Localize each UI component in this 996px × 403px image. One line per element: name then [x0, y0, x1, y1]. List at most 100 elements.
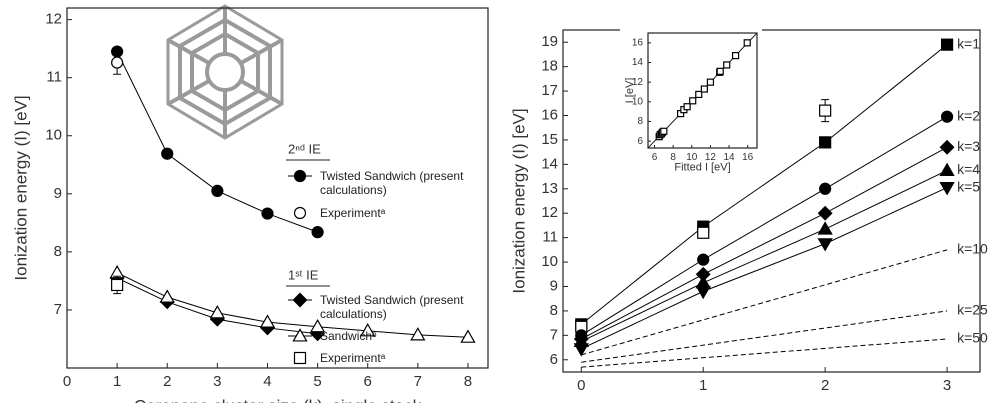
marker [819, 222, 832, 234]
y-axis-title: I [eV] [624, 78, 636, 104]
marker [690, 98, 696, 104]
page: 012345678789101112Coronene cluster size … [0, 0, 996, 403]
x-tick-label: 3 [943, 377, 951, 394]
marker [698, 227, 709, 238]
marker [819, 239, 832, 251]
marker [940, 183, 953, 195]
marker [942, 111, 953, 122]
y-tick-label: 15 [541, 131, 558, 148]
marker [942, 39, 953, 50]
series-label: k=5 [957, 178, 980, 194]
y-tick-label: 14 [541, 155, 558, 172]
marker [733, 53, 739, 59]
x-tick-label: 1 [699, 377, 707, 394]
y-tick-label: 10 [541, 253, 558, 270]
y-tick-label: 12 [541, 204, 558, 221]
marker [697, 286, 710, 298]
marker [161, 291, 174, 303]
marker [212, 185, 223, 196]
legend-label: Twisted Sandwich (present calculations) [320, 169, 470, 197]
x-axis-title: Coronene cluster size (k), single stack [134, 397, 422, 403]
marker [295, 353, 306, 364]
figure: 012345678789101112Coronene cluster size … [0, 0, 996, 403]
series-label: k=25 [957, 302, 988, 318]
marker [698, 254, 709, 265]
x-tick-label: 5 [313, 373, 321, 390]
legend-heading: 1ˢᵗ IE [288, 267, 319, 282]
series-line [581, 339, 947, 367]
x-tick-label: 0 [577, 377, 585, 394]
y-tick-label: 8 [54, 243, 62, 260]
marker [701, 86, 707, 92]
y-tick-label: 17 [541, 82, 558, 99]
series-line [581, 250, 947, 355]
marker [162, 148, 173, 159]
marker [940, 164, 953, 176]
y-tick-label: 8 [637, 116, 643, 127]
series-line [581, 170, 947, 341]
x-axis-title: Fitted I [eV] [674, 161, 730, 173]
series-label: k=10 [957, 241, 988, 257]
marker [211, 306, 224, 318]
y-tick-label: 12 [45, 11, 62, 28]
marker [661, 128, 667, 134]
legend-label: Twisted Sandwich (present calculations) [320, 293, 470, 321]
x-tick-label: 6 [364, 373, 372, 390]
marker [262, 208, 273, 219]
legend-heading: 2ⁿᵈ IE [288, 141, 321, 156]
marker [724, 62, 730, 68]
marker [112, 57, 123, 68]
marker [940, 141, 953, 154]
x-tick-label: 2 [821, 377, 829, 394]
marker [684, 104, 690, 110]
x-tick-label: 7 [414, 373, 422, 390]
marker [820, 137, 831, 148]
y-tick-label: 11 [542, 229, 558, 246]
x-tick-label: 3 [213, 373, 221, 390]
y-tick-label: 10 [45, 127, 62, 144]
y-tick-label: 8 [550, 302, 558, 319]
y-tick-label: 14 [632, 57, 644, 68]
series-line [581, 188, 947, 349]
marker [312, 227, 323, 238]
y-tick-label: 11 [46, 69, 62, 86]
y-tick-label: 9 [550, 277, 558, 294]
x-tick-label: 6 [652, 152, 658, 163]
marker [820, 105, 831, 116]
y-tick-label: 7 [550, 326, 558, 343]
series-line [581, 311, 947, 362]
series-label: k=4 [957, 161, 980, 177]
marker [744, 40, 750, 46]
x-tick-label: 1 [113, 373, 121, 390]
y-tick-label: 13 [541, 180, 558, 197]
marker [820, 183, 831, 194]
marker [295, 208, 306, 219]
y-axis-title: Ionization energy (I) [eV] [509, 108, 528, 293]
marker [819, 207, 832, 220]
x-tick-label: 4 [263, 373, 271, 390]
y-tick-label: 16 [632, 37, 644, 48]
marker [112, 279, 123, 290]
y-tick-label: 16 [541, 106, 558, 123]
y-tick-label: 7 [54, 301, 62, 318]
y-tick-label: 18 [541, 58, 558, 75]
y-axis-title: Ionization energy (I) [eV] [11, 95, 30, 280]
molecule-illustration [168, 6, 282, 138]
legend-label: Sandwichᵇ [320, 329, 470, 343]
series-label: k=1 [957, 35, 980, 51]
y-tick-label: 19 [541, 33, 558, 50]
y-tick-label: 9 [54, 185, 62, 202]
legend-label: Experimentᵃ [320, 351, 470, 365]
x-tick-label: 16 [742, 152, 754, 163]
marker [717, 68, 723, 74]
y-tick-label: 6 [637, 136, 643, 147]
series-label: k=3 [957, 138, 980, 154]
x-tick-label: 0 [63, 373, 71, 390]
y-tick-label: 6 [550, 351, 558, 368]
legend-label: Experimentᵃ [320, 206, 470, 220]
series-label: k=50 [957, 330, 988, 346]
x-tick-label: 8 [464, 373, 472, 390]
marker [707, 79, 713, 85]
marker [295, 171, 306, 182]
series-label: k=2 [957, 107, 980, 123]
